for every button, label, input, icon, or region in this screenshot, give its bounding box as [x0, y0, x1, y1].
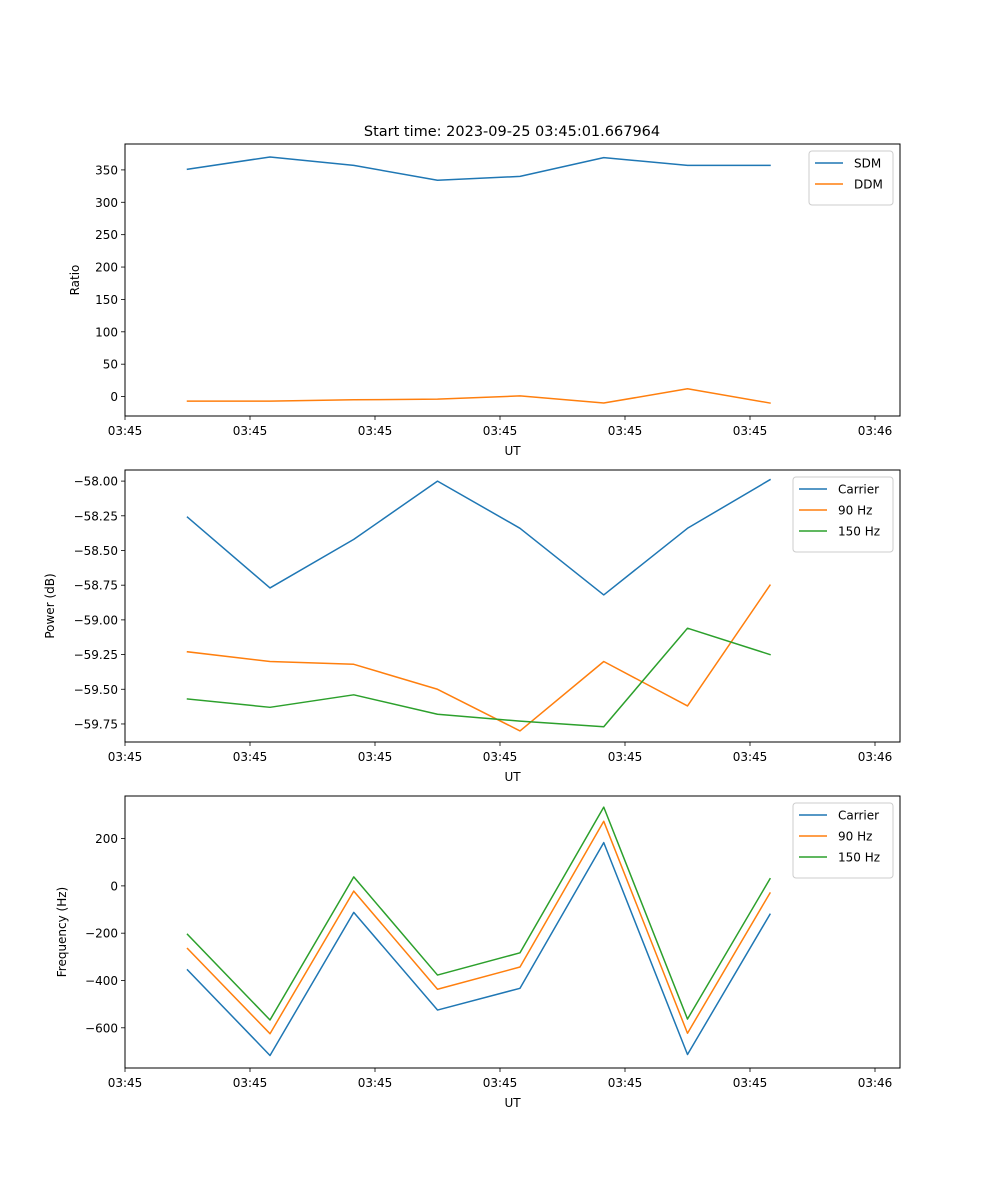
legend-label-90-hz: 90 Hz	[838, 830, 872, 844]
series-line-90-hz	[186, 820, 772, 1035]
y-axis-label: Frequency (Hz)	[55, 887, 69, 978]
x-tick-label: 03:45	[108, 424, 143, 438]
y-tick-label: −400	[85, 974, 118, 988]
series-line-sdm	[186, 156, 771, 182]
y-tick-label: 250	[95, 228, 118, 242]
x-tick-label: 03:45	[233, 750, 268, 764]
x-tick-label: 03:45	[733, 424, 768, 438]
subplot-power: 03:45 03:45 03:45 03:45 03:45 03:45 03:46 −59.7…	[43, 469, 901, 784]
x-tick-label: 03:45	[608, 424, 643, 438]
y-tick-label: 0	[110, 879, 118, 893]
legend-label-ddm: DDM	[854, 178, 883, 192]
legend: Carrier 90 Hz 150 Hz	[792, 476, 894, 553]
legend-label-90-hz: 90 Hz	[838, 504, 872, 518]
y-tick-label: 150	[95, 293, 118, 307]
legend: SDM DDM	[808, 150, 894, 206]
x-axis-label: UT	[504, 444, 521, 458]
x-tick-label: 03:45	[108, 1076, 143, 1090]
legend-label-150-hz: 150 Hz	[838, 525, 880, 539]
y-tick-label: −59.75	[74, 717, 118, 731]
legend-frame	[792, 802, 894, 879]
x-tick-label: 03:46	[858, 1076, 893, 1090]
legend-label-carrier: Carrier	[838, 809, 879, 823]
legend-label-carrier: Carrier	[838, 483, 879, 497]
plot-frame	[124, 795, 901, 1069]
y-tick-label: −58.00	[74, 475, 118, 489]
figure-title: Start time: 2023-09-25 03:45:01.667964	[364, 124, 660, 140]
x-tick-label: 03:45	[233, 1076, 268, 1090]
plot-frame	[124, 469, 901, 743]
y-tick-label: 50	[103, 358, 118, 372]
y-tick-label: −58.25	[74, 509, 118, 523]
series-line-150-hz	[186, 806, 772, 1021]
y-tick-label: −59.50	[74, 683, 118, 697]
y-tick-label: 200	[95, 261, 118, 275]
series-line-ddm	[186, 388, 771, 404]
x-tick-label: 03:45	[358, 750, 393, 764]
y-tick-label: −58.50	[74, 544, 118, 558]
legend: Carrier 90 Hz 150 Hz	[792, 802, 894, 879]
x-tick-label: 03:45	[108, 750, 143, 764]
y-axis-label: Ratio	[68, 265, 82, 296]
legend-frame	[808, 150, 894, 206]
legend-label-150-hz: 150 Hz	[838, 851, 880, 865]
series-line-carrier	[186, 841, 772, 1057]
y-axis-label: Power (dB)	[43, 573, 57, 638]
x-tick-label: 03:45	[733, 750, 768, 764]
y-tick-label: −200	[85, 927, 118, 941]
y-tick-label: −58.75	[74, 579, 118, 593]
x-tick-label: 03:45	[608, 1076, 643, 1090]
subplot-ratio: 03:45 03:45 03:45 03:45 03:45 03:45 03:46 0 50 10…	[68, 143, 901, 458]
y-tick-label: −59.00	[74, 613, 118, 627]
x-tick-label: 03:45	[233, 424, 268, 438]
subplot-frequency: 03:45 03:45 03:45 03:45 03:45 03:45 03:46 −600 −…	[55, 795, 901, 1110]
x-tick-label: 03:45	[608, 750, 643, 764]
x-tick-label: 03:46	[858, 424, 893, 438]
x-tick-label: 03:45	[483, 1076, 518, 1090]
y-tick-label: 100	[95, 325, 118, 339]
y-tick-label: 300	[95, 196, 118, 210]
y-tick-label: 350	[95, 163, 118, 177]
x-tick-label: 03:45	[358, 424, 393, 438]
series-line-carrier	[186, 478, 772, 596]
legend-label-sdm: SDM	[854, 157, 881, 171]
y-tick-label: 0	[110, 390, 118, 404]
series-line-150-hz	[186, 627, 771, 728]
x-tick-label: 03:45	[483, 424, 518, 438]
x-axis-label: UT	[504, 770, 521, 784]
x-axis-label: UT	[504, 1096, 521, 1110]
plot-frame	[124, 143, 901, 417]
x-tick-label: 03:46	[858, 750, 893, 764]
y-tick-label: 200	[95, 832, 118, 846]
x-tick-label: 03:45	[733, 1076, 768, 1090]
x-tick-label: 03:45	[483, 750, 518, 764]
x-tick-label: 03:45	[358, 1076, 393, 1090]
y-tick-label: −59.25	[74, 648, 118, 662]
legend-frame	[792, 476, 894, 553]
y-tick-label: −600	[85, 1021, 118, 1035]
series-line-90-hz	[186, 584, 772, 732]
